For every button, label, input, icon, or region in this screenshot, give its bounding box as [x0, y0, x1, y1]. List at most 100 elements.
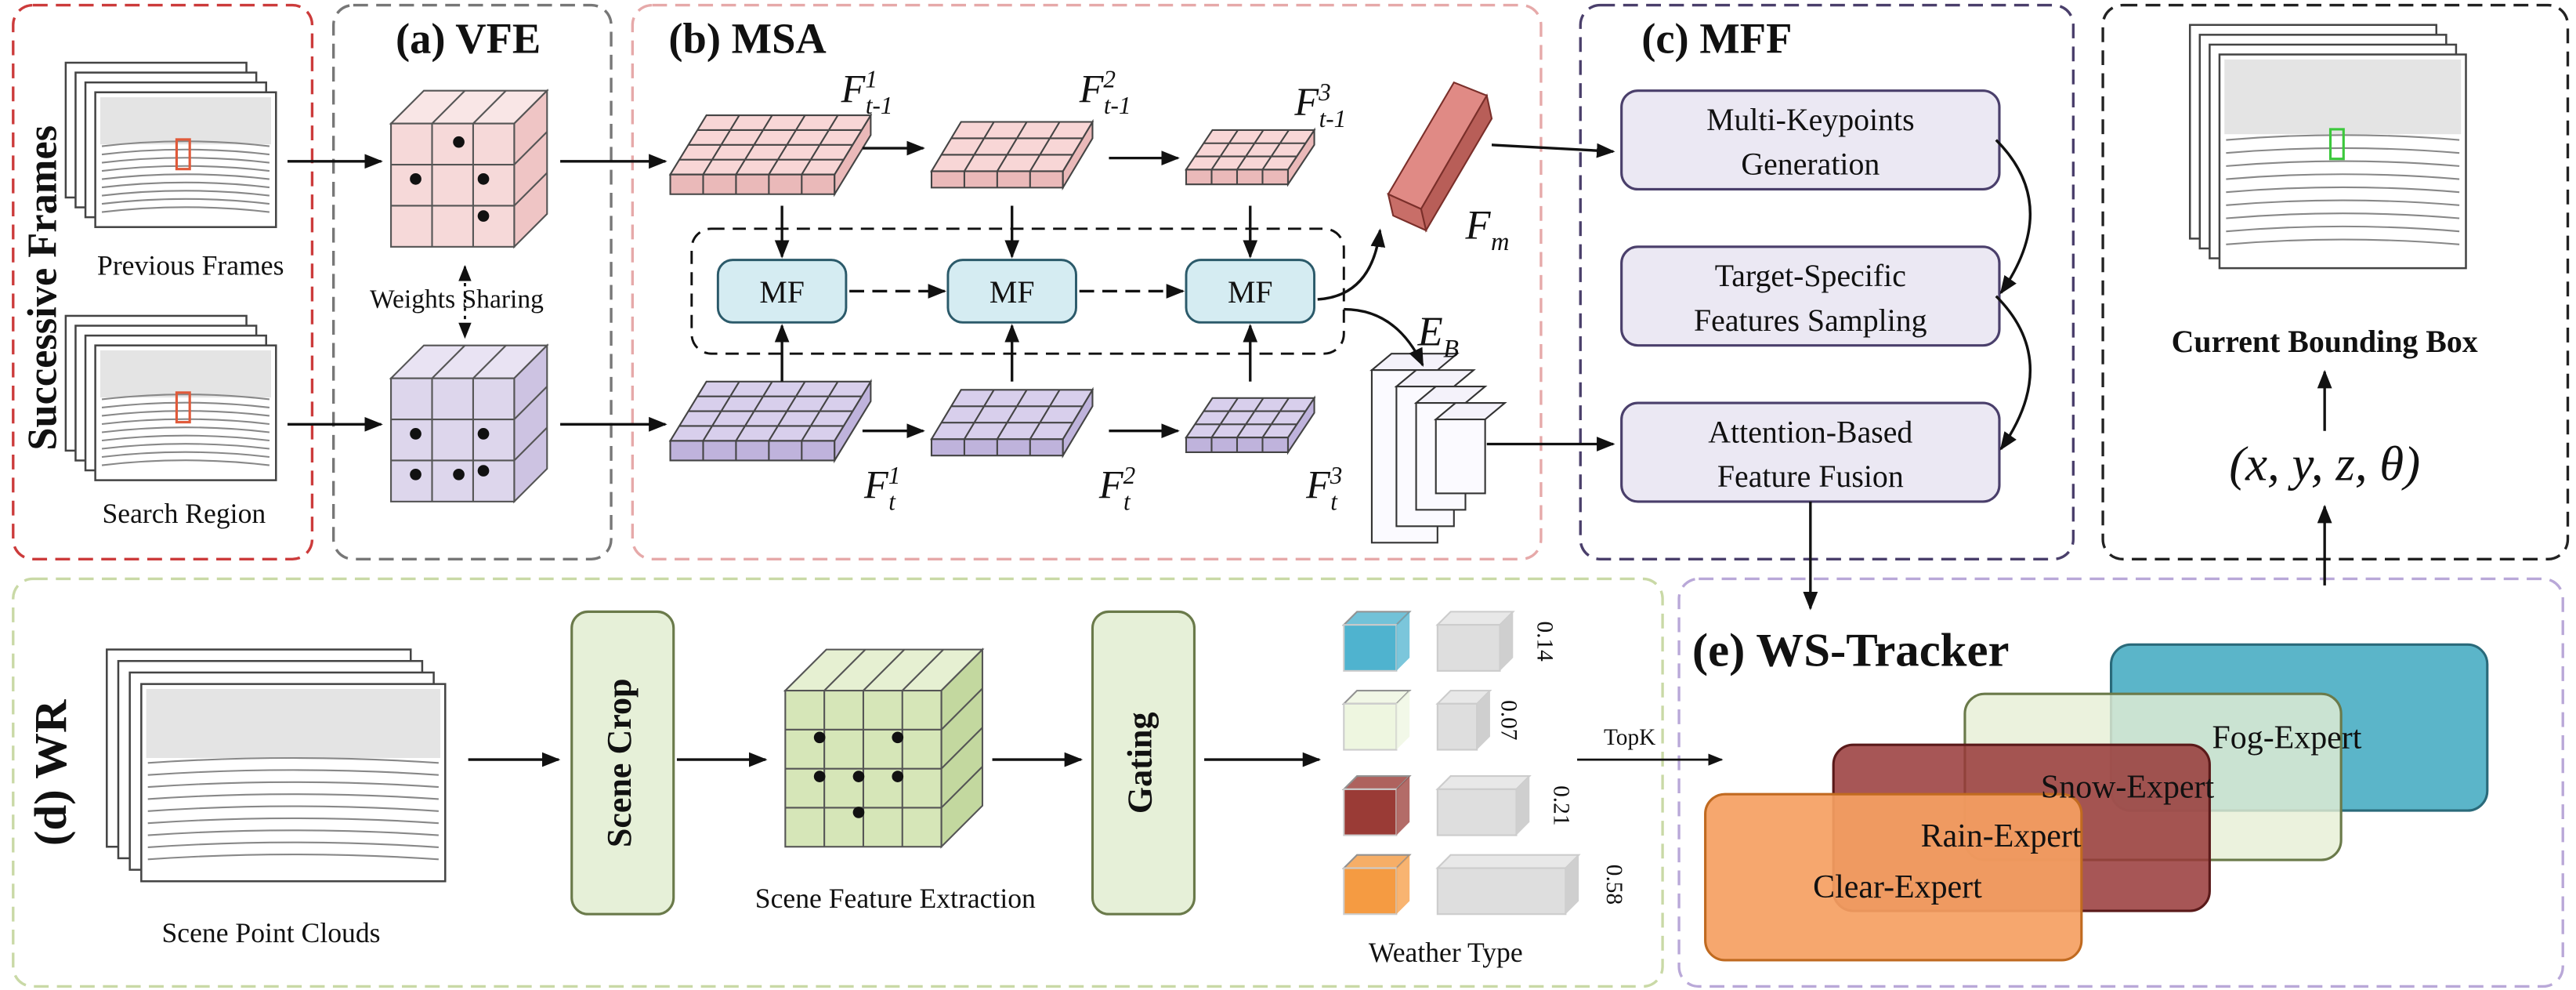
- math-label: F2 t: [1098, 462, 1135, 516]
- scan-line: [147, 817, 439, 825]
- gray-top: [1435, 854, 1581, 869]
- scan-line: [101, 459, 270, 466]
- scan-line: [147, 756, 439, 764]
- caption: Current Bounding Box: [2172, 324, 2478, 359]
- scan-line: [2226, 186, 2460, 194]
- grid: [1236, 129, 1264, 170]
- gray-box: [1436, 867, 1567, 916]
- math-sub: B: [1443, 335, 1459, 363]
- labels: MF MF MF Multi-Keypoints Generation Target-Sp…: [600, 65, 2362, 905]
- weather-side: [1396, 776, 1410, 836]
- scan-line: [101, 401, 270, 409]
- module-box: [570, 610, 675, 916]
- frame-sky: [2224, 59, 2462, 135]
- math-base: E: [1417, 310, 1443, 355]
- scan-line: [101, 148, 270, 156]
- grid: [902, 648, 944, 691]
- math-label: F3 t-1: [1293, 78, 1346, 132]
- expert-box: [1704, 792, 2083, 962]
- weather-cube: [1343, 624, 1398, 672]
- scan-line: [147, 841, 439, 848]
- expert-label: Snow-Expert: [2041, 769, 2215, 805]
- math-label: F2 t-1: [1079, 65, 1131, 119]
- math-label: Fm: [1464, 202, 1509, 256]
- gray-side: [1565, 854, 1579, 915]
- grid: [513, 172, 548, 207]
- grid: [940, 766, 983, 809]
- caption: Previous Frames: [97, 250, 284, 281]
- scan-line: [101, 393, 270, 401]
- scan-line: [147, 793, 439, 800]
- math-sup: 1: [865, 65, 877, 92]
- gray-side: [1477, 691, 1490, 750]
- point: [477, 210, 490, 222]
- shapes: [12, 3, 2570, 988]
- target: [175, 138, 191, 171]
- mf-label: MF: [759, 274, 805, 310]
- weather-cube: [1343, 702, 1398, 751]
- scan-line: [101, 140, 270, 147]
- panel: [1677, 577, 2564, 988]
- point: [477, 465, 490, 477]
- mff-line: Features Sampling: [1694, 303, 1927, 338]
- grid: [472, 89, 507, 125]
- mf-box: [1185, 259, 1316, 324]
- panel-title: (b) MSA: [668, 14, 826, 62]
- grid: [964, 121, 995, 172]
- weight-label: 0.14: [1532, 621, 1558, 662]
- grid: [431, 89, 466, 125]
- grid: [1029, 121, 1061, 172]
- mf-label: MF: [1228, 274, 1273, 310]
- frame-sky: [99, 97, 271, 145]
- grid: [431, 344, 466, 379]
- arrow: [1995, 295, 2031, 451]
- scan-line: [147, 805, 439, 812]
- math-sub: t: [1123, 488, 1131, 515]
- mff-label: Multi-Keypoints Generation: [1706, 102, 1915, 182]
- scan-line: [147, 829, 439, 836]
- math-sub: t-1: [866, 92, 893, 119]
- gray-top: [1435, 775, 1532, 790]
- mff-line: Target-Specific: [1715, 258, 1906, 293]
- scan-line: [101, 410, 270, 417]
- target: [2328, 128, 2345, 161]
- math-base: F: [1464, 202, 1491, 248]
- point: [477, 428, 490, 440]
- math-label: F3 t: [1305, 462, 1342, 516]
- expert-label: Fog-Expert: [2212, 720, 2361, 756]
- weather-cube: [1343, 867, 1398, 916]
- gray-side: [1500, 611, 1514, 671]
- scan-line: [2226, 238, 2460, 245]
- mff-line: Attention-Based: [1708, 414, 1912, 449]
- grid: [996, 121, 1028, 172]
- math-sup: 3: [1330, 462, 1343, 489]
- caption: TopK: [1604, 725, 1655, 750]
- point: [410, 468, 421, 480]
- grid: [1261, 129, 1290, 170]
- scan-line: [101, 426, 270, 433]
- mff-label: Target-Specific Features Sampling: [1694, 258, 1927, 338]
- frame-sky: [146, 688, 440, 759]
- grid: [1261, 397, 1290, 438]
- arrow: [1344, 307, 1424, 367]
- math-sub: t: [1330, 488, 1338, 515]
- scan-line: [101, 443, 270, 450]
- math-base: F: [1293, 80, 1319, 124]
- scan-line: [2226, 225, 2460, 233]
- scan-line: [2226, 160, 2460, 167]
- scan-line: [147, 769, 439, 776]
- math-label: EB: [1417, 310, 1460, 364]
- mf-box: [946, 259, 1077, 324]
- scan-line: [101, 190, 270, 197]
- grid: [1029, 389, 1061, 440]
- grid: [513, 386, 548, 420]
- mff-label: Attention-Based Feature Fusion: [1708, 414, 1912, 494]
- panel-title: (e) WS-Tracker: [1692, 625, 2010, 677]
- fm-face: [1387, 192, 1427, 232]
- scan-line: [101, 157, 270, 164]
- scan-line: [2226, 199, 2460, 206]
- mff-line: Generation: [1741, 147, 1880, 182]
- gray-side: [1516, 776, 1530, 836]
- module-label: Scene Crop: [600, 679, 639, 848]
